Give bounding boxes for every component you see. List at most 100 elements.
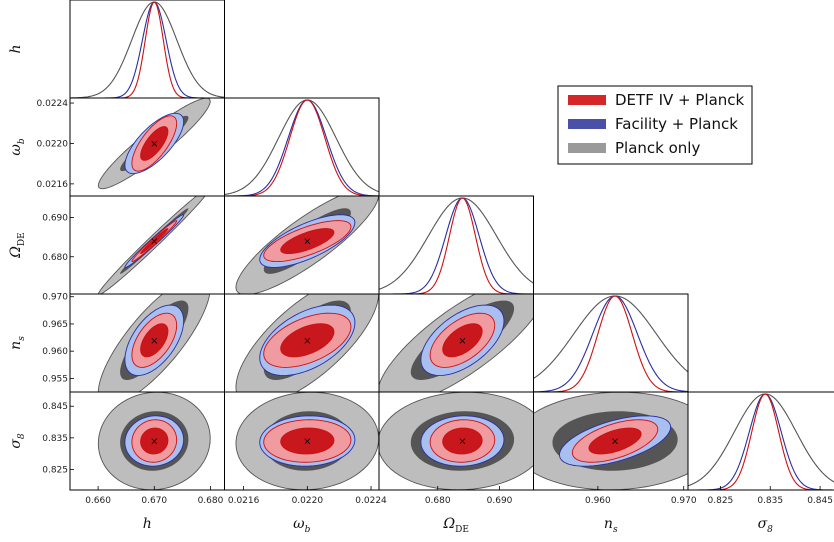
x-tick-label-sigma_8: 0.835 [757, 496, 783, 506]
y-tick-label-sigma_8: 0.845 [42, 402, 68, 412]
marginal-curve-omega_b-detf [224, 99, 379, 196]
marginal-curve-h-detf [70, 1, 225, 98]
marginal-curve-n_s-planck [533, 295, 688, 379]
y-axis-label-h-text: h [8, 44, 24, 53]
fiducial-marker: × [458, 437, 466, 448]
x-tick-label-n_s: 0.970 [671, 496, 697, 506]
legend-swatch-detf [568, 95, 606, 105]
y-tick-label-omega_b: 0.0220 [37, 139, 69, 149]
panel-frame-h-h [69, 0, 225, 99]
fiducial-marker: × [150, 237, 158, 248]
y-tick-label-omega_b: 0.0224 [37, 99, 69, 109]
legend-label-planck: Planck only [615, 139, 700, 157]
y-axis-label-sigma_8-symbol: σ [8, 439, 24, 449]
contour-68-h-n_s-detf [140, 323, 169, 358]
fiducial-marker: × [611, 437, 619, 448]
y-tick-label-n_s: 0.955 [42, 374, 68, 384]
contour-68-omega_b-n_s-detf [280, 323, 335, 358]
fiducial-marker: × [150, 139, 158, 150]
y-tick-label-n_s: 0.965 [42, 320, 68, 330]
marginal-curve-sigma_8-facility [688, 393, 834, 490]
marginal-curve-n_s-facility [533, 295, 688, 392]
x-axis-label-sigma_8-symbol: σ [758, 516, 768, 532]
contour-68-omega_de-n_s-detf [442, 323, 483, 358]
fiducial-marker: × [303, 237, 311, 248]
x-axis-label-h-symbol: h [143, 516, 152, 532]
y-axis-label-sigma_8: σ8 [8, 433, 27, 449]
marginal-curve-omega_de-facility [379, 197, 534, 294]
y-tick-label-sigma_8: 0.825 [42, 465, 68, 475]
x-tick-label-omega_de: 0.690 [487, 496, 513, 506]
x-axis-label-omega_de-text: ΩDE [443, 516, 469, 535]
marginal-curve-sigma_8-planck [688, 393, 834, 487]
x-axis-label-h: h [143, 516, 152, 532]
panel-frame-omega_de-omega_de [378, 195, 534, 295]
y-axis-label-n_s-subscript: s [17, 336, 27, 341]
y-axis-label-sigma_8-subscript: 8 [17, 433, 27, 439]
panel-frame-sigma_8-sigma_8 [687, 391, 834, 491]
x-axis-label-omega_de-subscript: DE [455, 525, 469, 535]
y-axis-label-n_s-symbol: n [8, 341, 24, 350]
y-axis-label-omega_de: ΩDE [8, 232, 27, 258]
y-axis-label-omega_b-text: ωb [8, 138, 27, 155]
x-axis-label-n_s: ns [604, 516, 618, 535]
x-axis-label-omega_b-subscript: b [305, 525, 311, 535]
y-axis-label-omega_de-subscript: DE [17, 232, 27, 246]
x-tick-label-omega_b: 0.0216 [228, 496, 260, 506]
y-tick-label-omega_b: 0.0216 [37, 180, 69, 190]
y-axis-label-sigma_8-text: σ8 [8, 433, 27, 449]
y-tick-label-sigma_8: 0.835 [42, 434, 68, 444]
contour-68-h-omega_b-detf [140, 126, 169, 161]
marginal-curve-omega_de-planck [379, 197, 534, 290]
y-tick-label-n_s: 0.970 [42, 293, 68, 303]
x-tick-label-h: 0.670 [141, 496, 167, 506]
legend-label-facility: Facility + Planck [615, 115, 738, 133]
marginal-curve-h-facility [70, 1, 225, 98]
legend-swatch-facility [568, 119, 606, 129]
x-axis-label-omega_de: ΩDE [443, 516, 469, 535]
contour-68-omega_b-omega_de-detf [280, 228, 335, 255]
marginal-curve-omega_de-detf [379, 197, 534, 294]
fiducial-marker: × [150, 336, 158, 347]
fiducial-marker: × [150, 437, 158, 448]
x-axis-label-omega_b: ωb [293, 516, 310, 535]
contour-68-n_s-sigma_8-detf [588, 427, 642, 455]
legend: DETF IV + Planck Facility + Planck Planck … [557, 85, 753, 165]
contour-68-h-omega_de-detf [140, 228, 169, 255]
x-tick-label-n_s: 0.960 [585, 496, 611, 506]
legend-swatch-planck [568, 143, 606, 153]
y-axis-label-n_s-text: ns [8, 336, 27, 350]
x-axis-label-n_s-text: ns [604, 516, 618, 535]
x-axis-label-sigma_8-subscript: 8 [767, 525, 773, 535]
x-axis-label-sigma_8: σ8 [758, 516, 774, 535]
x-tick-label-sigma_8: 0.825 [708, 496, 734, 506]
x-tick-label-omega_b: 0.0220 [292, 496, 324, 506]
y-tick-label-omega_de: 0.690 [42, 214, 68, 224]
y-tick-label-omega_de: 0.680 [42, 253, 68, 263]
x-tick-label-sigma_8: 0.845 [807, 496, 833, 506]
y-axis-label-omega_b-symbol: ω [8, 144, 24, 156]
contour-68-omega_de-sigma_8-detf [442, 427, 483, 455]
fiducial-marker: × [303, 336, 311, 347]
x-tick-label-h: 0.660 [85, 496, 111, 506]
panel-frame-n_s-n_s [533, 293, 689, 393]
y-axis-label-h: h [8, 44, 24, 53]
fiducial-marker: × [303, 437, 311, 448]
x-axis-label-h-text: h [143, 516, 152, 532]
contour-68-omega_b-sigma_8-detf [280, 427, 335, 455]
x-axis-label-sigma_8-text: σ8 [758, 516, 774, 535]
y-axis-label-omega_de-symbol: Ω [8, 246, 24, 259]
x-axis-label-n_s-subscript: s [613, 525, 618, 535]
y-axis-label-n_s: ns [8, 336, 27, 350]
marginal-curve-omega_b-planck [224, 99, 379, 196]
y-tick-label-n_s: 0.960 [42, 347, 68, 357]
panel-frame-omega_b-omega_b [224, 97, 380, 197]
legend-label-detf: DETF IV + Planck [615, 91, 745, 109]
x-tick-label-omega_de: 0.680 [425, 496, 451, 506]
y-axis-label-omega_de-text: ΩDE [8, 232, 27, 258]
y-axis-label-h-symbol: h [8, 44, 24, 53]
x-axis-label-omega_b-symbol: ω [293, 516, 305, 532]
marginal-curve-h-planck [70, 1, 225, 98]
